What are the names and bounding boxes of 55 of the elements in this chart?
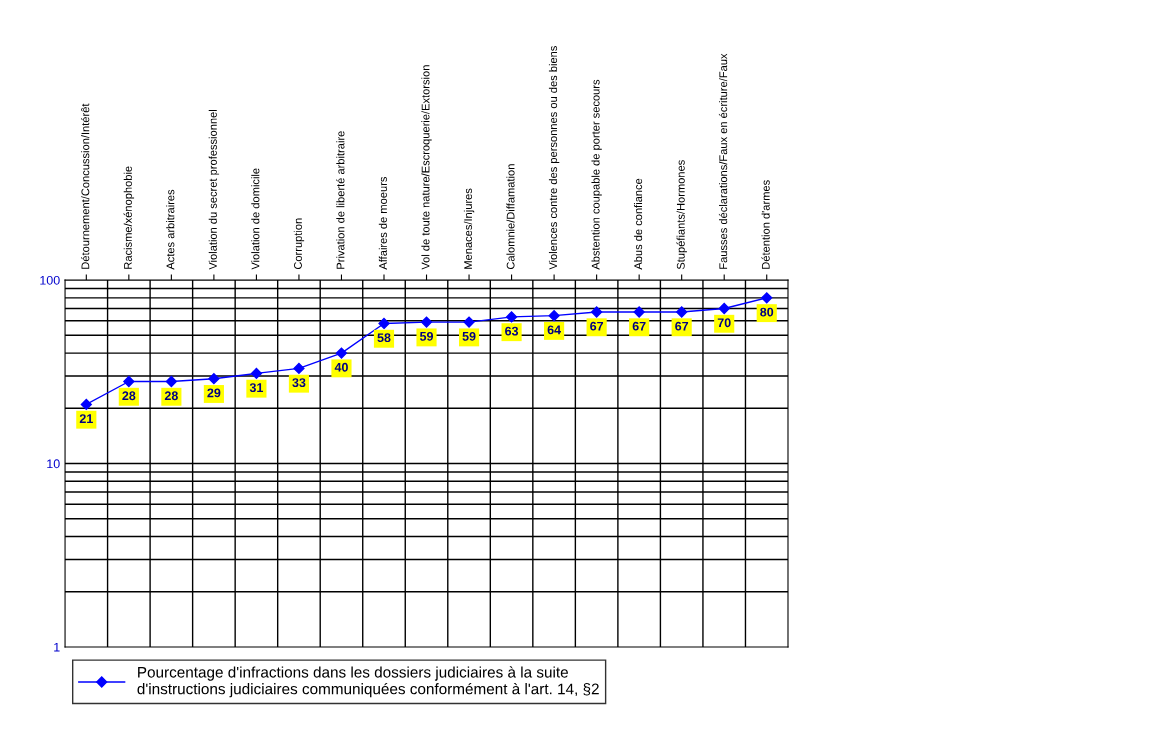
point — [80, 398, 92, 411]
x-tick-label: Détournement/Concussion/Intérêt — [81, 103, 90, 269]
point — [378, 317, 390, 330]
point — [293, 362, 305, 375]
x-tick-label: Affaires de moeurs — [378, 177, 387, 270]
data-label: 67 — [675, 321, 689, 331]
data-label: 28 — [164, 391, 178, 401]
y-tick-label: 10 — [47, 459, 60, 469]
legend-label: Pourcentage d'infractions dans les dossiers judiciaires à la suite d'instructions judiciaires communiquées conformément à l'art. 14, §2 — [137, 666, 599, 698]
data-label: 64 — [547, 325, 561, 335]
x-tick-label: Corruption — [293, 218, 305, 270]
x-tick-label: Stupéfiants/Hormones — [676, 160, 687, 270]
data-label: 59 — [462, 331, 476, 341]
x-tick-label: Racisme/xénophobie — [123, 166, 135, 269]
y-tick-label: 100 — [40, 275, 60, 285]
point — [633, 306, 645, 318]
x-tick-label: Vol de toute nature/Escroquerie/Extorsion — [421, 65, 432, 270]
x-tick-label: Abus de confiance — [633, 178, 643, 270]
point — [676, 306, 688, 318]
data-label: 21 — [79, 414, 93, 423]
point — [250, 367, 263, 379]
x-tick-label: Fausses déclarations/Faux en écriture/Faux — [718, 53, 728, 269]
data-label: 80 — [760, 307, 774, 317]
point — [463, 316, 475, 328]
data-label: 40 — [334, 362, 348, 372]
point — [505, 311, 518, 323]
point — [335, 347, 348, 359]
x-tick-label: Abstention coupable de porter secours — [591, 79, 602, 270]
point — [591, 306, 603, 318]
point — [420, 316, 433, 328]
point — [761, 292, 773, 304]
x-tick-label: Actes arbitraires — [166, 189, 175, 270]
point — [548, 310, 560, 322]
x-tick-label: Violation du secret professionnel — [208, 110, 220, 270]
point — [208, 373, 220, 385]
x-tick-label: Menaces/Injures — [463, 188, 475, 269]
point — [718, 302, 730, 315]
data-label: 67 — [590, 321, 604, 331]
x-tick-label: Calomnie/Diffamation — [506, 164, 515, 270]
data-label: 31 — [249, 383, 264, 393]
data-label: 59 — [419, 331, 434, 341]
data-label: 67 — [632, 321, 646, 331]
x-tick-label: Détention d'armes — [761, 180, 770, 269]
data-label: 29 — [207, 388, 221, 398]
x-tick-label: Violation de domicile — [251, 168, 260, 270]
data-label: 28 — [122, 391, 136, 401]
data-label: 33 — [292, 378, 306, 388]
data-label: 58 — [377, 333, 391, 343]
data-label: 63 — [505, 326, 519, 336]
x-tick-label: Violences contre des personnes ou des biens — [548, 46, 560, 270]
point — [165, 375, 177, 388]
data-label: 70 — [717, 318, 731, 328]
y-tick-label: 1 — [54, 642, 60, 652]
point — [123, 375, 135, 388]
x-tick-label: Privation de liberté arbitraire — [336, 131, 345, 269]
